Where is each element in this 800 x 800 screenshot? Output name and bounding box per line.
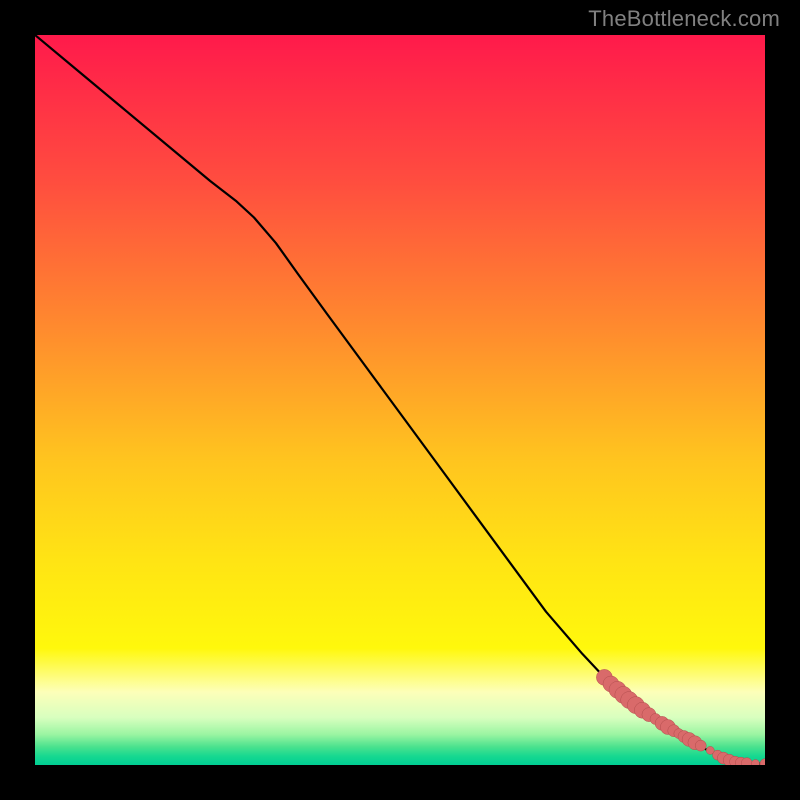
curve-line (35, 35, 765, 764)
marker-point (752, 760, 760, 765)
marker-point (760, 759, 765, 765)
plot-area (35, 35, 765, 765)
attribution-text: TheBottleneck.com (588, 6, 780, 32)
marker-point (695, 740, 706, 751)
stage: TheBottleneck.com (0, 0, 800, 800)
marker-layer (596, 669, 765, 765)
chart-overlay (35, 35, 765, 765)
